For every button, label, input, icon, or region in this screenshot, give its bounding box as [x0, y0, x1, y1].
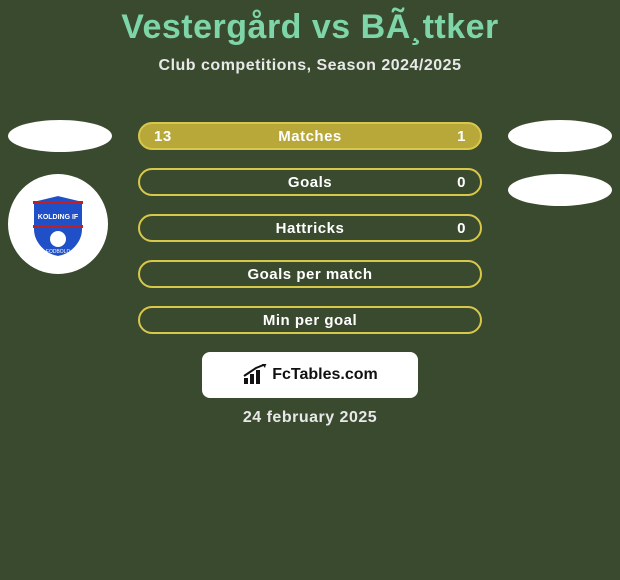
- right-column: [508, 120, 612, 228]
- stat-label: Matches: [140, 128, 480, 145]
- player-ellipse-left: [8, 120, 112, 152]
- club-shield-icon: KOLDING IF FODBOLD: [29, 193, 87, 259]
- stat-label: Min per goal: [140, 312, 480, 329]
- stat-label: Goals: [140, 174, 480, 191]
- stat-right-value: 1: [457, 128, 466, 145]
- svg-text:KOLDING IF: KOLDING IF: [38, 214, 79, 221]
- svg-text:FODBOLD: FODBOLD: [46, 249, 71, 255]
- club-badge-left: KOLDING IF FODBOLD: [8, 174, 108, 274]
- stat-row: 13Matches1: [138, 122, 482, 150]
- page-title: Vestergård vs BÃ¸ttker: [0, 0, 620, 47]
- stat-label: Goals per match: [140, 266, 480, 283]
- date-label: 24 february 2025: [0, 409, 620, 427]
- stat-label: Hattricks: [140, 220, 480, 237]
- stats-container: 13Matches1Goals0Hattricks0Goals per matc…: [138, 122, 482, 352]
- stat-right-value: 0: [457, 220, 466, 237]
- subtitle: Club competitions, Season 2024/2025: [0, 57, 620, 75]
- stat-row: Min per goal: [138, 306, 482, 334]
- stat-left-value: 13: [154, 128, 172, 145]
- stat-row: Hattricks0: [138, 214, 482, 242]
- stat-right-value: 0: [457, 174, 466, 191]
- left-column: KOLDING IF FODBOLD: [8, 120, 112, 274]
- player-ellipse-right-1: [508, 120, 612, 152]
- stat-row: Goals per match: [138, 260, 482, 288]
- chart-icon: [242, 364, 268, 386]
- stat-row: Goals0: [138, 168, 482, 196]
- branding-badge: FcTables.com: [202, 352, 418, 398]
- brand-text: FcTables.com: [272, 366, 378, 384]
- player-ellipse-right-2: [508, 174, 612, 206]
